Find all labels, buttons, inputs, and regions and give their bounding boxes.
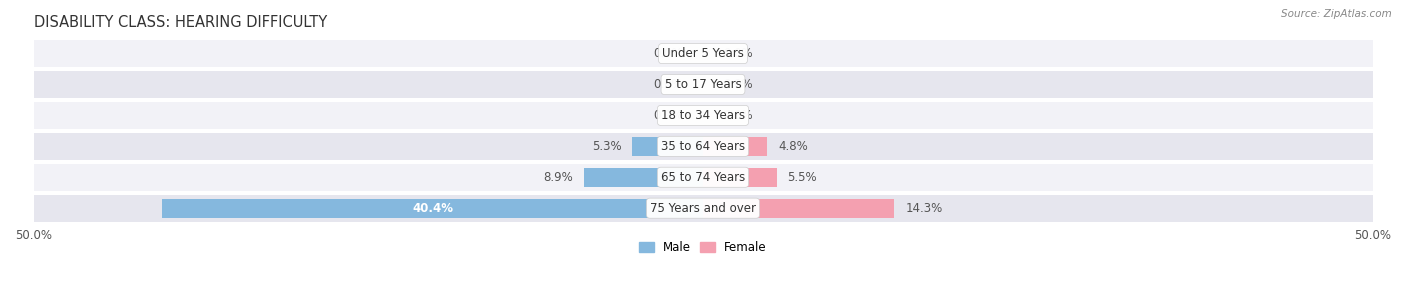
- Text: 5 to 17 Years: 5 to 17 Years: [665, 78, 741, 91]
- Text: 0.0%: 0.0%: [654, 47, 683, 60]
- Text: 0.0%: 0.0%: [723, 47, 752, 60]
- Bar: [34, 195, 1372, 222]
- Bar: [703, 168, 776, 187]
- Text: 8.9%: 8.9%: [543, 171, 574, 184]
- Bar: [34, 164, 1372, 191]
- Text: 0.0%: 0.0%: [723, 78, 752, 91]
- Bar: [34, 102, 1372, 129]
- Bar: [34, 40, 1372, 67]
- Text: 0.0%: 0.0%: [723, 109, 752, 122]
- Text: 4.8%: 4.8%: [778, 140, 807, 153]
- Text: 65 to 74 Years: 65 to 74 Years: [661, 171, 745, 184]
- Text: 18 to 34 Years: 18 to 34 Years: [661, 109, 745, 122]
- Text: 75 Years and over: 75 Years and over: [650, 202, 756, 215]
- Bar: [583, 168, 703, 187]
- Bar: [34, 71, 1372, 98]
- Bar: [34, 133, 1372, 160]
- Text: 5.5%: 5.5%: [787, 171, 817, 184]
- Bar: [162, 199, 703, 218]
- Bar: [703, 199, 894, 218]
- Text: 40.4%: 40.4%: [412, 202, 453, 215]
- Text: 14.3%: 14.3%: [905, 202, 942, 215]
- Legend: Male, Female: Male, Female: [634, 236, 772, 259]
- Text: 0.0%: 0.0%: [654, 78, 683, 91]
- Text: Source: ZipAtlas.com: Source: ZipAtlas.com: [1281, 9, 1392, 19]
- Text: 5.3%: 5.3%: [592, 140, 621, 153]
- Bar: [703, 137, 768, 156]
- Text: 35 to 64 Years: 35 to 64 Years: [661, 140, 745, 153]
- Bar: [633, 137, 703, 156]
- Text: Under 5 Years: Under 5 Years: [662, 47, 744, 60]
- Text: DISABILITY CLASS: HEARING DIFFICULTY: DISABILITY CLASS: HEARING DIFFICULTY: [34, 15, 326, 30]
- Text: 0.0%: 0.0%: [654, 109, 683, 122]
